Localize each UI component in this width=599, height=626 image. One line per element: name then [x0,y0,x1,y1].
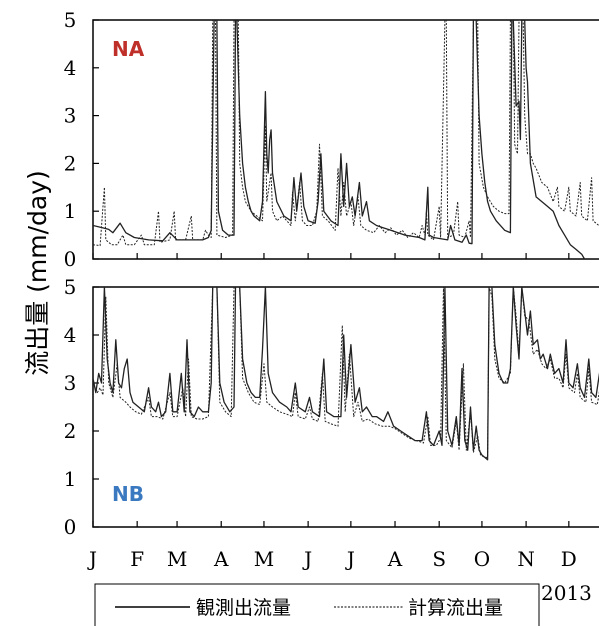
legend-observed-label: 観測出流量 [196,597,291,619]
y-tick-label: 0 [64,247,77,271]
plot-frame-nb [92,286,599,528]
y-ticks-nb: 0 1 2 3 4 5 [64,275,99,539]
plot-frame-na [92,19,599,260]
y-tick-label: 3 [64,371,77,395]
y-tick-label: 5 [64,8,77,32]
legend-box [94,583,540,626]
x-ticks-nb [92,521,570,527]
y-tick-label: 4 [64,323,77,347]
month-label: S [432,547,446,571]
legend: 観測出流量 計算流出量 2013 [94,581,592,626]
month-label: J [87,547,97,571]
month-label: J [302,547,312,571]
y-tick-label: 5 [64,275,77,299]
y-tick-label: 1 [64,199,77,223]
panel-label-nb: NB [112,482,144,506]
y-tick-label: 1 [64,467,77,491]
month-label: F [130,547,144,571]
panel-label-na: NA [112,37,145,61]
panel-nb: 0 1 2 3 4 5 NB [64,275,599,539]
month-label: M [167,547,187,571]
panel-na: 0 1 2 3 4 5 NA [64,8,599,271]
y-axis-label: 流出量 (mm/day) [23,170,52,376]
y-tick-label: 2 [64,151,77,175]
y-tick-label: 4 [64,56,77,80]
month-label: D [561,547,577,571]
month-label: A [213,547,229,571]
y-ticks-na: 0 1 2 3 4 5 [64,8,99,271]
legend-simulated-label: 計算流出量 [408,597,503,619]
month-label: N [517,547,535,571]
month-label: A [387,547,403,571]
month-label: O [474,547,490,571]
y-tick-label: 3 [64,104,77,128]
series-line-simulated [93,20,599,247]
series-line-observed [93,287,599,461]
series-nb [93,287,599,461]
year-label: 2013 [541,581,592,605]
month-label: M [254,547,274,571]
series-na [93,20,599,259]
month-label: J [345,547,355,571]
y-tick-label: 0 [64,515,77,539]
series-line-observed [93,20,599,259]
y-tick-label: 2 [64,419,77,443]
x-ticks-na [92,253,570,259]
